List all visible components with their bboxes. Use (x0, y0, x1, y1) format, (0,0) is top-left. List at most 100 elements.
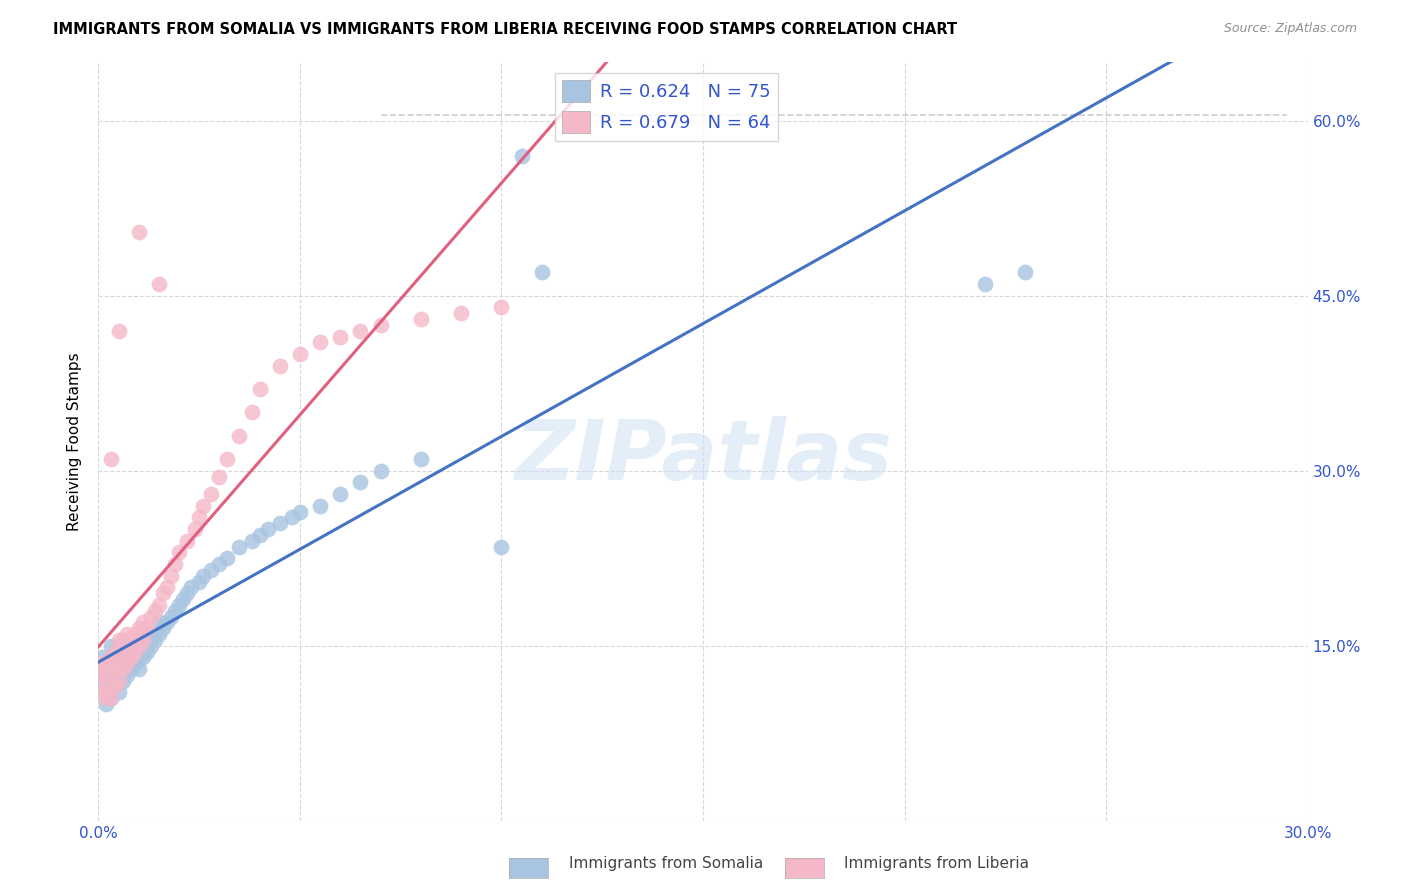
Point (111, 650, 134, 665)
Point (160, 568, 183, 582)
Point (100, 650, 122, 665)
Point (103, 680, 125, 694)
Point (103, 662, 125, 676)
Point (176, 533, 198, 548)
Point (132, 639, 155, 653)
Point (180, 580, 202, 594)
Point (163, 604, 186, 618)
Point (208, 557, 231, 571)
Point (200, 487, 222, 501)
Point (100, 662, 122, 676)
Point (188, 510, 211, 524)
Point (193, 568, 215, 582)
Point (100, 691, 122, 706)
Point (329, 487, 352, 501)
Point (100, 650, 122, 665)
Point (107, 673, 129, 688)
Point (163, 557, 186, 571)
Point (96, 656, 118, 670)
Point (96, 680, 118, 694)
Point (115, 656, 138, 670)
Point (103, 680, 125, 694)
Point (100, 452, 122, 467)
Point (200, 563, 222, 577)
Point (107, 650, 129, 665)
Point (156, 580, 179, 594)
Point (111, 650, 134, 665)
Point (249, 382, 271, 396)
Text: Immigrants from Liberia: Immigrants from Liberia (844, 856, 1029, 871)
Point (249, 528, 271, 542)
Point (107, 662, 129, 676)
Point (100, 680, 122, 694)
Point (128, 639, 150, 653)
Y-axis label: Receiving Food Stamps: Receiving Food Stamps (67, 352, 83, 531)
Point (91, 662, 114, 676)
Point (152, 586, 174, 600)
Point (91, 650, 114, 665)
Point (135, 632, 157, 647)
Point (107, 662, 129, 676)
Point (148, 627, 170, 641)
Point (288, 504, 311, 518)
Point (100, 662, 122, 676)
Point (217, 452, 239, 467)
Point (132, 615, 155, 630)
Point (510, 149, 533, 163)
Point (120, 650, 142, 665)
Point (120, 632, 142, 647)
Point (450, 306, 472, 320)
Point (115, 668, 138, 682)
Point (160, 609, 183, 624)
Point (128, 225, 150, 239)
Point (124, 627, 146, 641)
Point (111, 662, 134, 676)
Point (329, 329, 352, 343)
Point (96, 697, 118, 711)
Point (135, 621, 157, 635)
Point (143, 632, 166, 647)
Text: Immigrants from Somalia: Immigrants from Somalia (569, 856, 763, 871)
Point (184, 522, 207, 536)
Point (132, 650, 155, 665)
Point (100, 691, 122, 706)
Point (103, 644, 125, 658)
Point (240, 405, 263, 419)
Point (148, 598, 170, 612)
Point (96, 680, 118, 694)
Point (309, 499, 332, 513)
Point (309, 335, 332, 350)
Text: Source: ZipAtlas.com: Source: ZipAtlas.com (1223, 22, 1357, 36)
Point (135, 644, 157, 658)
Point (148, 277, 170, 291)
Point (100, 639, 122, 653)
Point (370, 464, 392, 478)
Point (115, 627, 138, 641)
Point (111, 639, 134, 653)
Point (148, 615, 170, 630)
Point (107, 685, 129, 699)
Point (156, 615, 179, 630)
Legend: R = 0.624   N = 75, R = 0.679   N = 64: R = 0.624 N = 75, R = 0.679 N = 64 (555, 73, 778, 141)
Point (96, 685, 118, 699)
Point (96, 691, 118, 706)
Point (349, 324, 371, 338)
Point (167, 598, 190, 612)
Point (128, 662, 150, 676)
Point (103, 656, 125, 670)
Point (208, 469, 231, 483)
Point (176, 586, 198, 600)
Point (143, 604, 166, 618)
Point (288, 347, 311, 361)
Point (120, 639, 142, 653)
Point (974, 277, 997, 291)
Point (107, 673, 129, 688)
Point (107, 639, 129, 653)
Point (269, 516, 291, 531)
Point (91, 668, 114, 682)
Point (120, 650, 142, 665)
Point (115, 644, 138, 658)
Point (124, 644, 146, 658)
Point (107, 644, 129, 658)
Point (107, 632, 129, 647)
